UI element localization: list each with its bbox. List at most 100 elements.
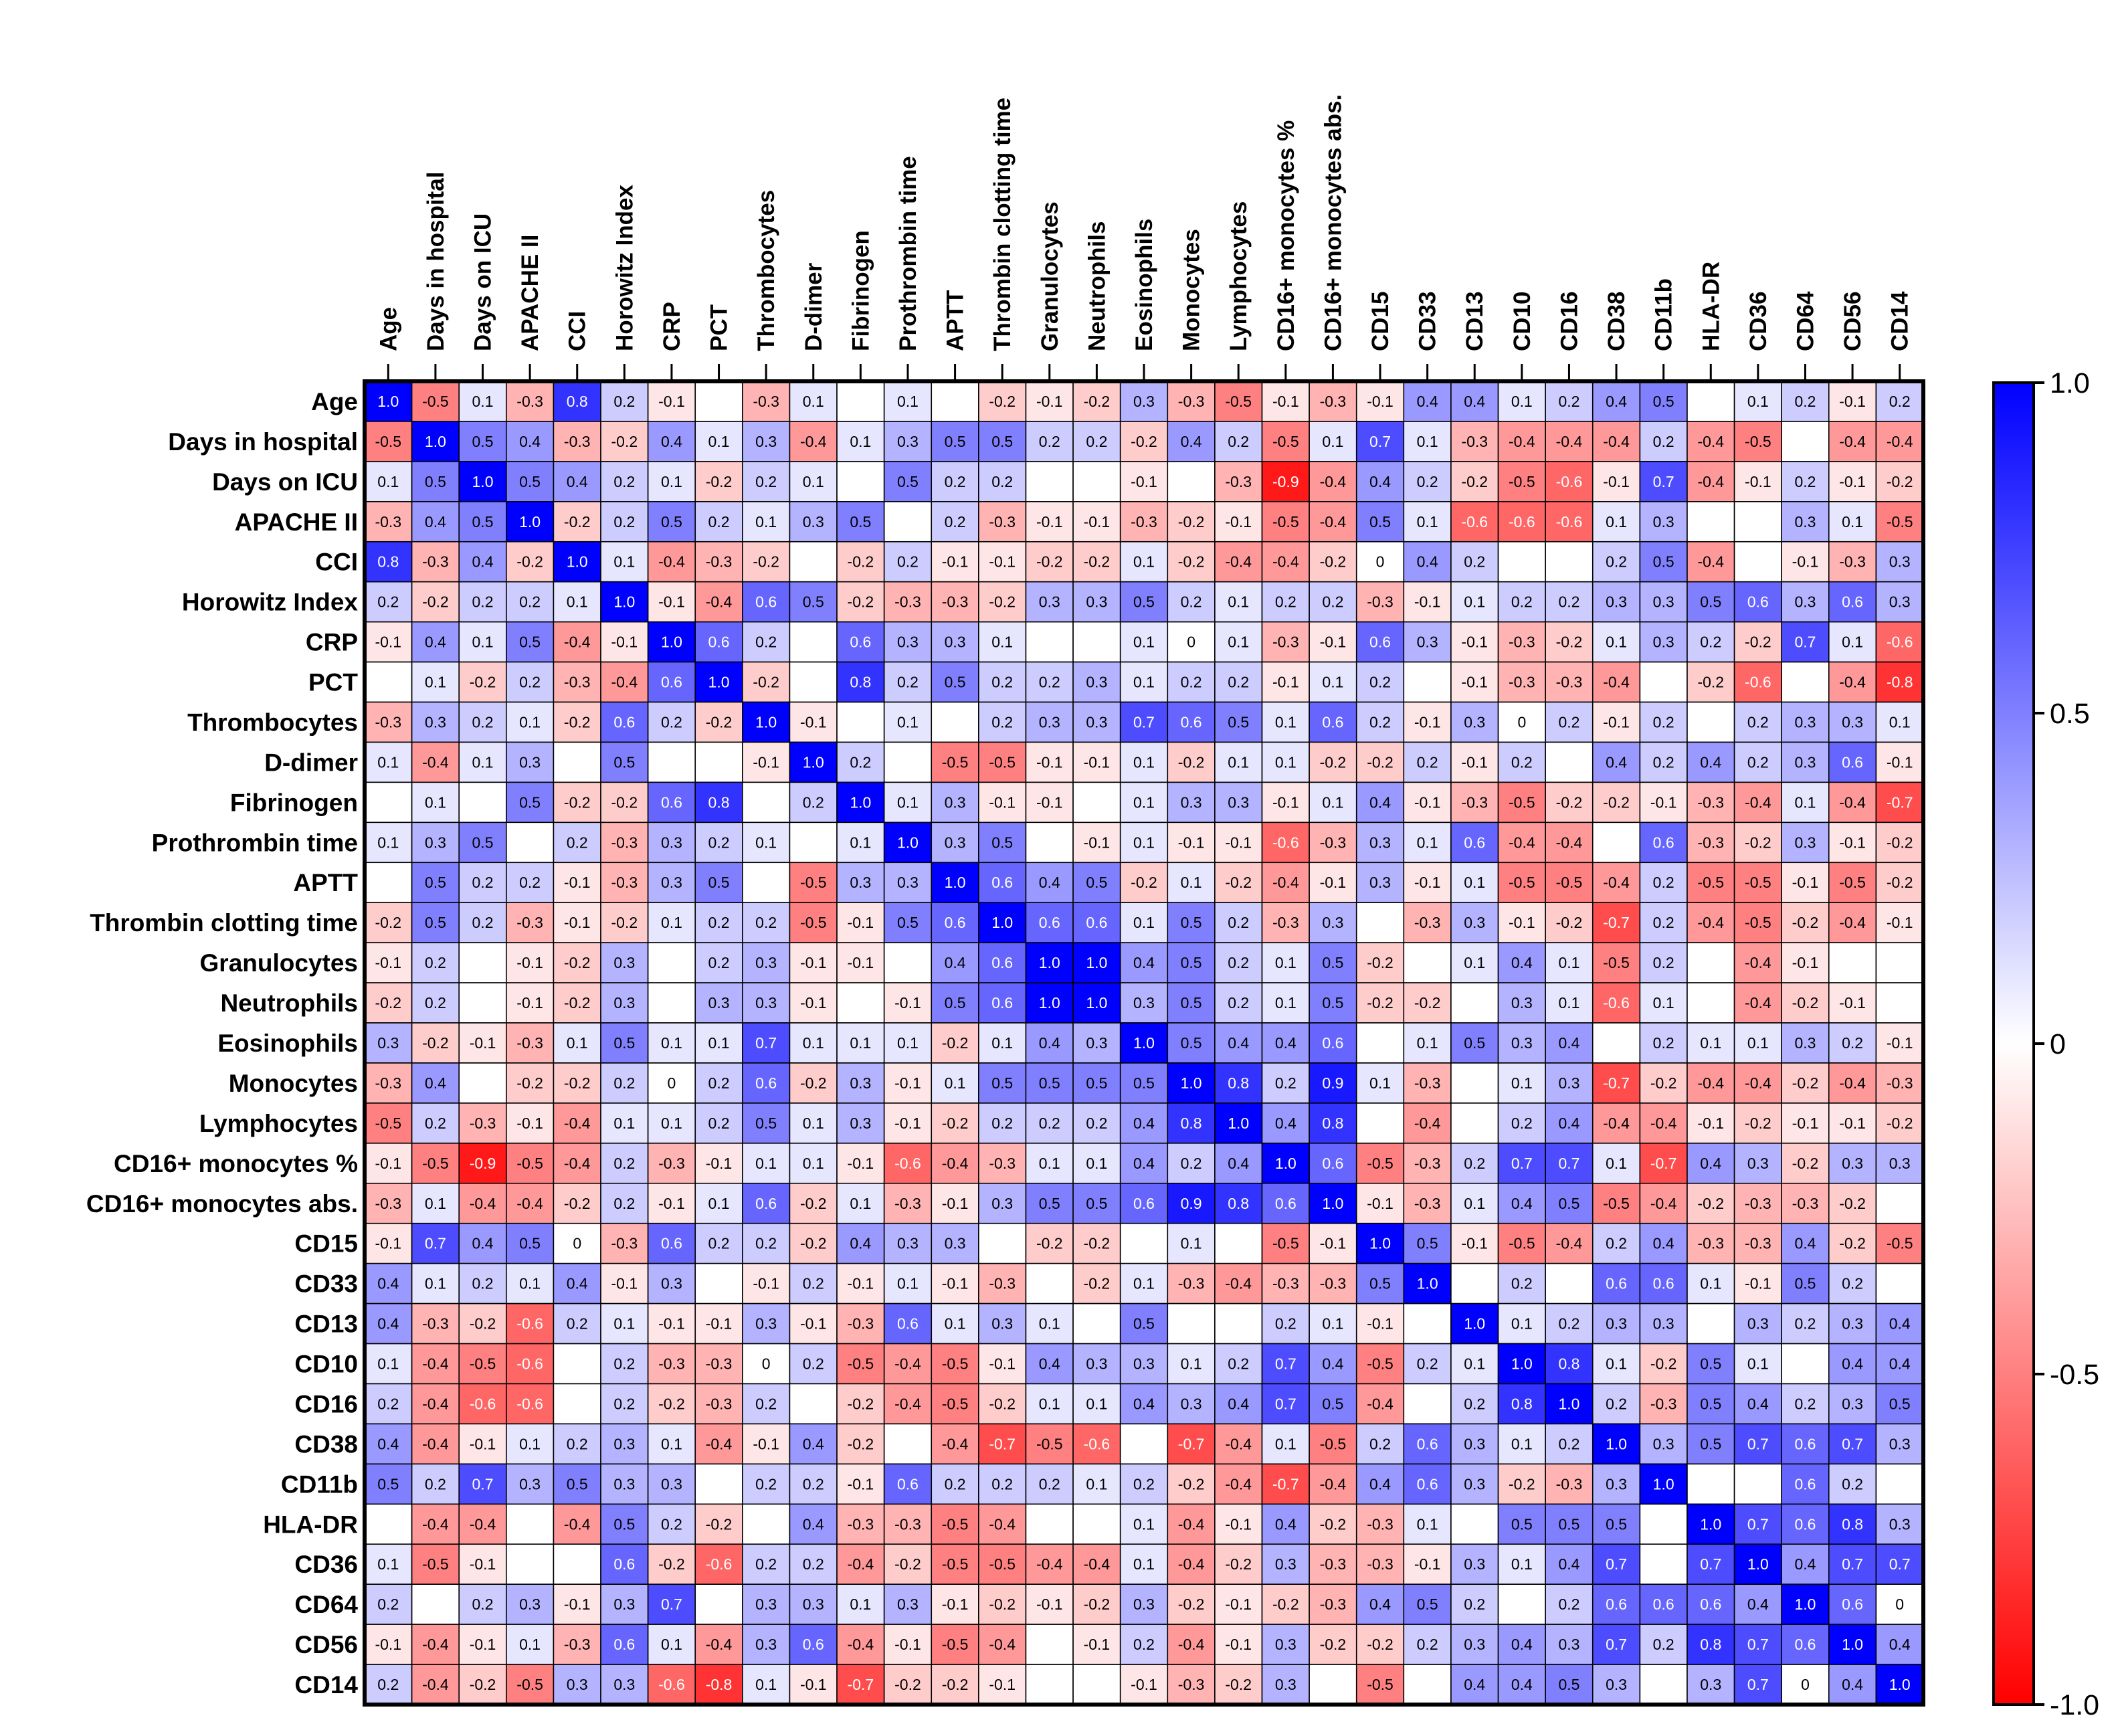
- cell-value-label: 0.2: [1558, 393, 1579, 410]
- cell-value-label: 0.1: [425, 1275, 446, 1292]
- cell-cd38-cd10: [1497, 1423, 1546, 1465]
- cell-eosinophils-prothrombin-time: [883, 1022, 933, 1064]
- cell-crp-cd56: [1828, 621, 1877, 663]
- cell-cd10-cd15: [1355, 1343, 1405, 1385]
- cell-value-label: 0.4: [1369, 1596, 1391, 1613]
- cell-value-label: -0.3: [706, 553, 733, 571]
- cell-pct-monocytes: [1167, 661, 1216, 703]
- cell-value-label: -0.1: [470, 1435, 496, 1452]
- cell-cd14-cd13: [1450, 1664, 1499, 1705]
- x-label-monocytes: Monocytes: [1179, 229, 1205, 351]
- cell-value-label: -0.2: [564, 713, 591, 731]
- cell-value-label: 0.6: [1794, 1475, 1816, 1492]
- cell-thrombin-clotting-time-neutrophils: [1072, 902, 1121, 943]
- cell-value-label: 0.1: [1133, 553, 1155, 571]
- cell-neutrophils-horowitz-index: [600, 982, 649, 1024]
- cell-cd13-cci: [553, 1303, 601, 1345]
- cell-value-labels: 1.0 -0.5 0.1 -0.3 0.8 0.2 -0.1 -0.3 0.1 0.1 -0.2 -0…: [375, 393, 1913, 1693]
- cell-granulocytes-cd16: [1545, 942, 1594, 983]
- cell-value-label: -0.1: [516, 994, 543, 1011]
- cell-value-label: 0.7: [1842, 1435, 1863, 1452]
- cell-value-label: 0.1: [1039, 1315, 1060, 1333]
- cell-apache-ii-eosinophils: [1119, 501, 1169, 543]
- cell-value-label: -0.1: [1084, 513, 1111, 531]
- cell-value-label: 1.0: [1606, 1435, 1627, 1452]
- cell-value-label: 0.5: [1700, 1355, 1721, 1373]
- cell-value-label: 0.1: [1606, 1355, 1627, 1373]
- cell-eosinophils-cd16-plus-monocytes-abs: [1309, 1022, 1357, 1064]
- cell-prothrombin-time-apache-ii: [506, 822, 555, 864]
- cell-value-label: -0.4: [1603, 874, 1630, 891]
- cell-cd33-d-dimer: [789, 1262, 838, 1305]
- cell-value-label: 0.1: [850, 1034, 871, 1052]
- cell-hla-dr-cd11b: [1639, 1503, 1688, 1545]
- cell-value-label: 0.6: [897, 1475, 919, 1492]
- cell-value-label: 0.5: [945, 433, 966, 450]
- cell-value-label: -0.4: [1225, 1475, 1252, 1492]
- cell-value-label: -0.5: [470, 1355, 496, 1373]
- cell-value-label: 0.6: [1417, 1435, 1438, 1452]
- x-label-lymphocytes: Lymphocytes: [1226, 201, 1252, 351]
- cell-cd13-cd38: [1592, 1303, 1641, 1345]
- x-label-cd16: CD16: [1556, 292, 1582, 351]
- cell-cd11b-age: [364, 1463, 413, 1505]
- cell-value-label: -0.3: [989, 1155, 1016, 1172]
- cell-value-label: 0.3: [1133, 1355, 1155, 1373]
- cell-value-label: 0.2: [991, 1475, 1013, 1492]
- cell-value-label: 0.3: [613, 1596, 635, 1613]
- cell-lymphocytes-cd33: [1403, 1102, 1452, 1144]
- cell-value-label: 0.6: [1133, 1195, 1155, 1212]
- cell-d-dimer-age: [364, 741, 413, 783]
- cell-value-label: 0.2: [519, 593, 541, 611]
- cell-value-label: -0.1: [942, 553, 969, 571]
- cell-value-label: 0.3: [945, 793, 966, 811]
- cell-value-label: 0.3: [661, 1275, 682, 1292]
- cell-value-label: 0.2: [1417, 1355, 1438, 1373]
- x-label-pct: PCT: [706, 304, 733, 351]
- cell-value-label: -0.1: [989, 1355, 1016, 1373]
- cell-cd16-cd14: [1875, 1383, 1924, 1425]
- cell-value-label: 0.5: [1700, 1395, 1721, 1412]
- cell-cd64-cd14: [1875, 1583, 1924, 1625]
- cell-cd16-plus-monocytes-pct-cd16-plus-monocytes-pct: [1261, 1143, 1310, 1184]
- cell-cd13-neutrophils: [1072, 1303, 1121, 1345]
- cell-value-label: -0.1: [1131, 473, 1157, 490]
- cell-value-label: 0.2: [613, 1155, 635, 1172]
- cell-value-label: -0.5: [1367, 1155, 1393, 1172]
- cell-days-on-icu-aptt: [931, 461, 979, 502]
- cell-value-label: -0.7: [1603, 1074, 1630, 1092]
- cell-cd16-plus-monocytes-abs-cd15: [1355, 1182, 1405, 1224]
- cell-value-label: 0.1: [1747, 1355, 1769, 1373]
- cell-value-label: 0.6: [1086, 914, 1107, 931]
- cell-monocytes-cd56: [1828, 1062, 1877, 1104]
- cell-neutrophils-crp: [647, 982, 696, 1024]
- cell-cd56-monocytes: [1167, 1624, 1216, 1665]
- cell-horowitz-index-pct: [694, 581, 743, 623]
- cell-value-label: 0.1: [519, 1636, 541, 1653]
- cell-value-label: 0.5: [1322, 994, 1343, 1011]
- cell-cd64-cci: [553, 1583, 601, 1625]
- cell-cd56-cd15: [1355, 1624, 1405, 1665]
- cell-value-label: -0.4: [470, 1515, 496, 1533]
- cell-value-label: 0.4: [1133, 1155, 1155, 1172]
- cell-apache-ii-neutrophils: [1072, 501, 1121, 543]
- cell-value-label: 0.2: [1228, 954, 1249, 971]
- x-label-cd10: CD10: [1509, 292, 1535, 351]
- cell-value-label: 1.0: [1086, 994, 1107, 1011]
- cell-value-label: -0.1: [1414, 793, 1441, 811]
- cell-aptt-neutrophils: [1072, 862, 1121, 904]
- cell-cd16-thrombocytes: [742, 1383, 791, 1425]
- cell-value-label: -0.1: [1839, 393, 1866, 410]
- cell-cd16-plus-monocytes-pct-monocytes: [1167, 1143, 1216, 1184]
- cell-value-label: 0.4: [1889, 1315, 1911, 1333]
- cell-value-label: -0.5: [989, 1555, 1016, 1573]
- cell-value-label: 0.1: [613, 553, 635, 571]
- cell-pct-cd16-plus-monocytes-pct: [1261, 661, 1310, 703]
- cell-value-label: -0.1: [1792, 553, 1819, 571]
- x-label-cd16-plus-monocytes-abs: CD16+ monocytes abs.: [1320, 94, 1346, 351]
- cell-value-label: 0.6: [1700, 1596, 1721, 1613]
- cell-eosinophils-cd56: [1828, 1022, 1877, 1064]
- cell-value-label: -0.1: [800, 1315, 827, 1333]
- cell-cd64-days-on-icu: [458, 1583, 507, 1625]
- cell-cd33-thrombin-clotting-time: [978, 1262, 1027, 1305]
